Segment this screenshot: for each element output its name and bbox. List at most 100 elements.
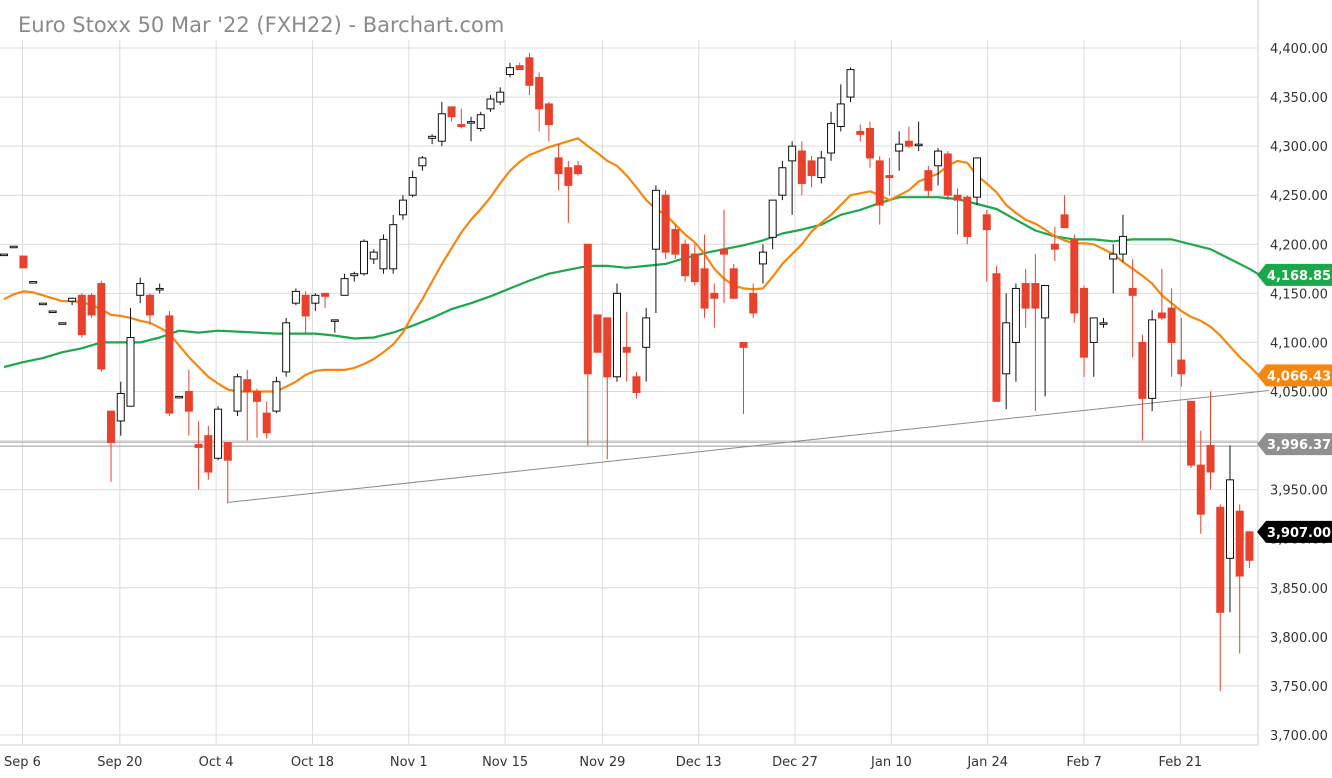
candle-body — [97, 283, 106, 370]
candle-body — [622, 346, 631, 353]
candle-body — [720, 248, 729, 255]
candle-body — [379, 238, 388, 270]
candle-body — [593, 314, 602, 353]
candle-body — [827, 123, 836, 154]
x-tick-label: Dec 13 — [676, 755, 722, 770]
candle-body — [77, 294, 86, 336]
candle-body — [768, 199, 777, 238]
candle-body — [963, 196, 972, 237]
candle-body — [1235, 510, 1244, 577]
price-label-text: 4,168.85 — [1267, 269, 1331, 284]
candle-body — [651, 189, 660, 250]
price-label-box — [1257, 263, 1332, 286]
candle-body — [1041, 285, 1050, 319]
candle-body — [661, 194, 670, 253]
candle-body — [350, 273, 359, 277]
candle-body — [330, 319, 339, 322]
candle-body — [1021, 283, 1030, 309]
candle-body — [398, 199, 407, 216]
candle-body — [544, 103, 553, 126]
candle-body — [1099, 322, 1108, 325]
x-tick-label: Dec 27 — [772, 755, 818, 770]
y-tick-label: 4,200.00 — [1270, 238, 1328, 253]
candle-body — [973, 157, 981, 198]
candle-body — [574, 165, 583, 175]
candle-body — [895, 143, 904, 152]
candle-body — [515, 65, 524, 71]
candle-body — [301, 294, 310, 317]
y-tick-label: 3,700.00 — [1270, 729, 1328, 744]
candle-body — [476, 114, 485, 129]
candle-body — [1206, 444, 1215, 473]
candle-body — [797, 150, 806, 184]
candle-body — [204, 435, 213, 473]
x-tick-label: Oct 18 — [291, 755, 334, 770]
candle-body — [1128, 287, 1137, 296]
candle-body — [1118, 235, 1127, 255]
x-tick-label: Oct 4 — [199, 755, 234, 770]
candle-body — [19, 255, 28, 269]
candle-body — [1167, 307, 1176, 343]
candle-body — [885, 175, 894, 179]
x-tick-label: Feb 7 — [1066, 755, 1101, 770]
candle-body — [0, 253, 8, 257]
price-label-text: 3,907.00 — [1267, 526, 1331, 541]
candle-body — [58, 322, 67, 325]
y-tick-label: 3,800.00 — [1270, 631, 1328, 646]
candle-body — [671, 229, 680, 255]
x-tick-label: Nov 29 — [579, 755, 625, 770]
candle-body — [758, 251, 767, 265]
candle-body — [1216, 506, 1225, 613]
trendline — [227, 390, 1269, 503]
candle-body — [87, 294, 96, 316]
candle-body — [934, 150, 943, 167]
candle-body — [486, 98, 495, 110]
candle-body — [38, 302, 47, 306]
x-tick-label: Nov 15 — [482, 755, 528, 770]
candle-body — [1011, 287, 1020, 343]
candle-body — [243, 379, 252, 393]
candle-body — [739, 341, 748, 348]
candle-body — [914, 143, 923, 147]
candle-body — [992, 273, 1001, 402]
candle-body — [583, 243, 592, 375]
x-tick-label: Sep 6 — [4, 755, 41, 770]
candle-body — [214, 408, 223, 459]
candle-body — [291, 290, 300, 304]
candle-body — [155, 287, 164, 291]
candle-body — [778, 167, 787, 196]
x-tick-label: Jan 10 — [870, 755, 912, 770]
candle-body — [1148, 319, 1157, 399]
price-label-box — [1257, 364, 1332, 387]
candle-body — [116, 392, 125, 422]
candle-body — [525, 57, 534, 86]
candle-body — [564, 167, 573, 186]
candle-body — [428, 135, 437, 139]
candle-body — [321, 292, 330, 297]
candle-body — [807, 160, 816, 177]
price-label-ma_green: 4,168.85 — [1257, 263, 1332, 286]
x-tick-label: Sep 20 — [97, 755, 142, 770]
candle-body — [612, 292, 621, 378]
candle-body — [126, 337, 135, 407]
price-label-reference: 3,996.37 — [1257, 433, 1332, 456]
candle-body — [1060, 214, 1069, 229]
candle-body — [184, 391, 193, 412]
ma-orange-line — [3, 137, 1260, 393]
candle-body — [467, 121, 476, 124]
y-tick-label: 3,850.00 — [1270, 582, 1328, 597]
candle-body — [107, 410, 116, 444]
y-tick-label: 4,350.00 — [1270, 91, 1328, 106]
candle-body — [1089, 317, 1098, 343]
candle-body — [943, 153, 952, 196]
candle-body — [437, 113, 446, 142]
candle-body — [9, 245, 18, 249]
candle-body — [1157, 312, 1166, 319]
price-label-ma_orange: 4,066.43 — [1257, 364, 1332, 387]
candle-body — [1002, 322, 1011, 375]
candle-body — [369, 251, 378, 260]
y-tick-label: 4,150.00 — [1270, 287, 1328, 302]
candle-body — [408, 177, 417, 196]
